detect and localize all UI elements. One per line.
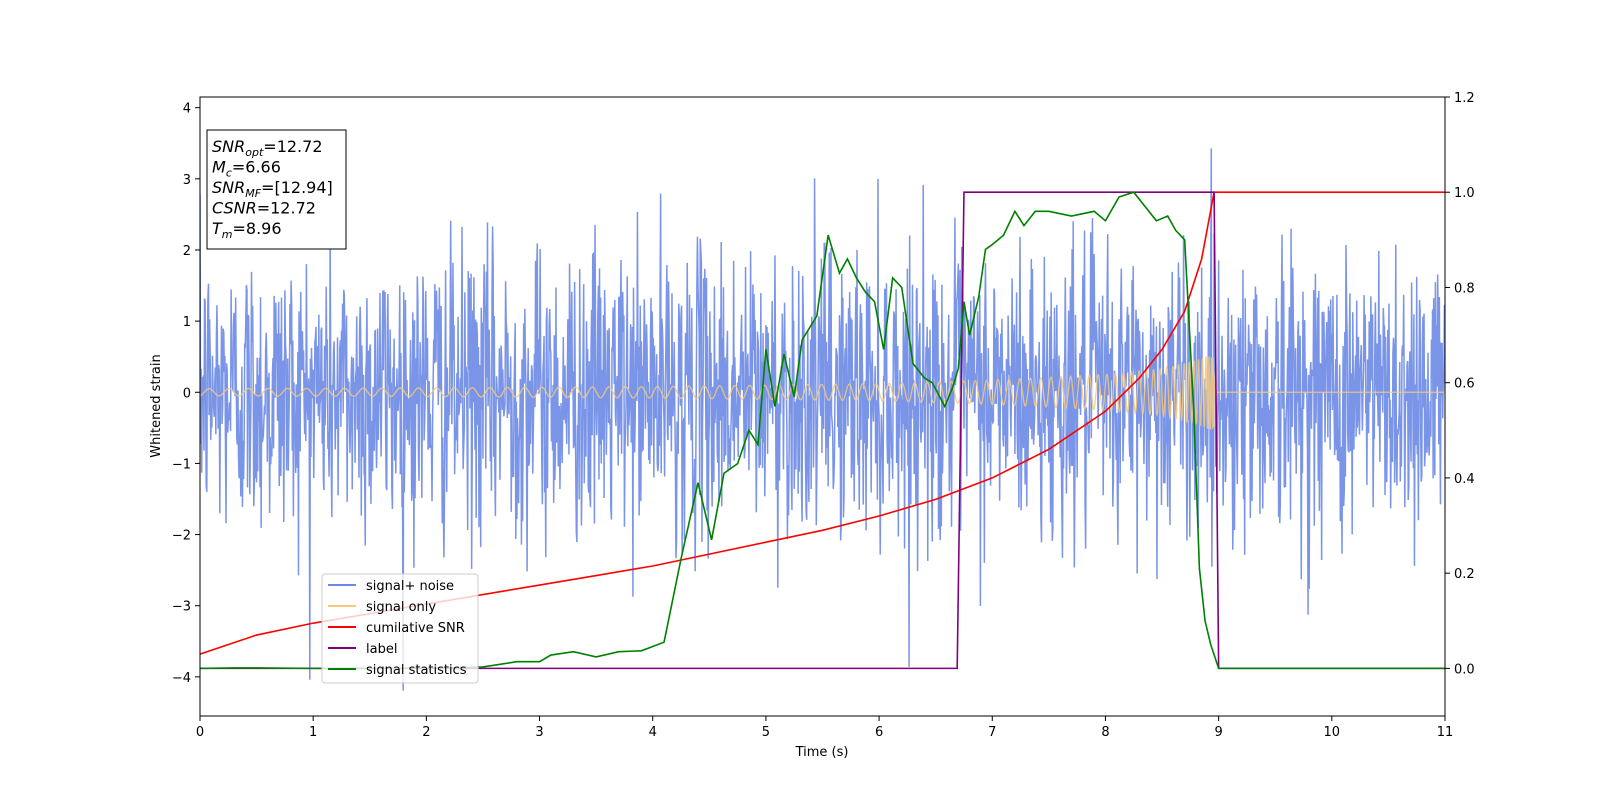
- y-right-tick-label: 0.2: [1454, 567, 1475, 582]
- y-right-tick-label: 1.2: [1454, 91, 1475, 106]
- y-axis-left-ticks: −4 −3 −2 −1 0 1 2 3 4: [172, 102, 200, 686]
- x-tick-label: 9: [1214, 725, 1222, 740]
- y-axis-right-ticks: 0.0 0.2 0.4 0.6 0.8 1.0 1.2: [1445, 91, 1475, 677]
- x-tick-label: 11: [1437, 725, 1454, 740]
- y-left-tick-label: 1: [183, 315, 191, 330]
- info-box-line: CSNR=12.72: [212, 199, 316, 218]
- y-left-tick-label: −2: [172, 529, 191, 544]
- legend-item-label[interactable]: cumilative SNR: [366, 621, 465, 636]
- info-symbol: M: [212, 158, 226, 177]
- x-tick-label: 1: [309, 725, 317, 740]
- y-left-tick-label: 3: [183, 173, 191, 188]
- series-line-4: [200, 191, 1445, 670]
- y-left-tick-label: −1: [172, 457, 191, 472]
- x-tick-label: 8: [1101, 725, 1109, 740]
- x-axis-ticks: 0 1 2 3 4 5 6 7 8 9 10 11: [196, 716, 1453, 740]
- info-subscript: m: [222, 228, 233, 241]
- info-box: SNRopt=12.72Mc=6.66SNRMF=[12.94]CSNR=12.…: [206, 129, 347, 250]
- info-value: =8.96: [233, 219, 282, 238]
- legend-item-label[interactable]: label: [366, 642, 397, 657]
- x-tick-label: 5: [762, 725, 770, 740]
- y-axis-label: Whitened strain: [149, 354, 164, 457]
- y-right-tick-label: 0.6: [1454, 377, 1475, 392]
- y-left-tick-label: 0: [183, 386, 191, 401]
- info-value: =12.72: [263, 137, 322, 156]
- y-right-tick-label: 0.4: [1454, 472, 1475, 487]
- legend-item-label[interactable]: signal only: [366, 600, 436, 615]
- x-tick-label: 3: [535, 725, 543, 740]
- info-symbol: T: [212, 219, 223, 238]
- x-tick-label: 7: [988, 725, 996, 740]
- series-line-0: [200, 148, 1445, 691]
- info-box-frame: [206, 129, 347, 250]
- info-subscript: MF: [245, 187, 261, 200]
- y-right-tick-label: 1.0: [1454, 186, 1475, 201]
- legend-item-label[interactable]: signal statistics: [366, 663, 467, 678]
- legend-item-label[interactable]: signal+ noise: [366, 579, 454, 594]
- y-right-tick-label: 0.0: [1454, 662, 1475, 677]
- info-box-line: SNRMF=[12.94]: [212, 178, 333, 200]
- y-right-tick-label: 0.8: [1454, 281, 1475, 296]
- y-left-tick-label: 4: [183, 102, 191, 117]
- info-value: =[12.94]: [261, 178, 333, 197]
- x-tick-label: 10: [1324, 725, 1341, 740]
- info-box-line: SNRopt=12.72: [212, 137, 323, 159]
- x-tick-label: 6: [875, 725, 883, 740]
- y-left-tick-label: −4: [172, 671, 191, 686]
- info-symbol: CSNR: [212, 199, 257, 218]
- info-box-line: Tm=8.96: [212, 219, 282, 241]
- y-left-tick-label: −3: [172, 600, 191, 615]
- info-box-line: Mc=6.66: [212, 158, 281, 180]
- info-value: =12.72: [257, 199, 316, 218]
- info-symbol: SNR: [212, 178, 245, 197]
- legend-frame: [321, 573, 479, 684]
- legend[interactable]: signal+ noise signal only cumilative SNR la…: [321, 573, 479, 684]
- x-tick-label: 0: [196, 725, 204, 740]
- info-symbol: SNR: [212, 137, 245, 156]
- y-left-tick-label: 2: [183, 244, 191, 259]
- info-value: =6.66: [232, 158, 281, 177]
- x-axis-label: Time (s): [795, 745, 849, 760]
- x-tick-label: 4: [649, 725, 657, 740]
- plot-frame: [199, 96, 1446, 717]
- info-subscript: opt: [245, 146, 264, 159]
- info-subscript: c: [226, 167, 232, 180]
- series-line-1: [200, 356, 1445, 430]
- x-tick-label: 2: [422, 725, 430, 740]
